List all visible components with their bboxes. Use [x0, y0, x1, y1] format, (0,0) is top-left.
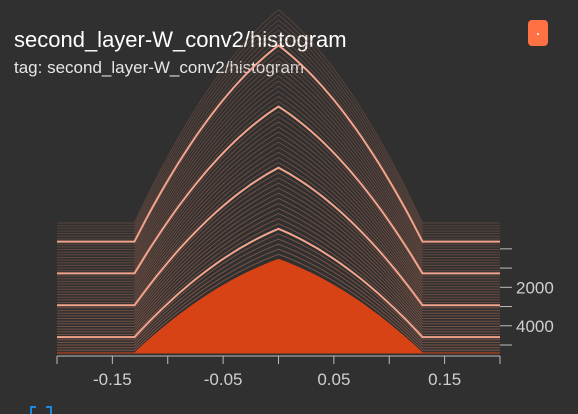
- histogram-slice: [57, 49, 500, 245]
- histogram-slice: [57, 197, 500, 322]
- histogram-slice: [57, 177, 500, 312]
- histogram-slice: [57, 75, 500, 258]
- histogram-slice: [57, 116, 500, 280]
- histogram-slice: [57, 227, 500, 339]
- histogram-slice: [57, 95, 500, 269]
- histogram-slice: [57, 192, 500, 319]
- histogram-slice: [57, 54, 500, 248]
- histogram-slice: [57, 39, 500, 240]
- histogram-slice: [57, 243, 500, 346]
- histogram-slice: [57, 19, 500, 229]
- histogram-slice: [57, 238, 500, 343]
- x-tick-label: 0.05: [317, 370, 350, 389]
- tag-label: tag: second_layer-W_conv2/histogram: [14, 58, 305, 77]
- histogram-slice: [57, 162, 500, 304]
- dot-icon: [537, 33, 539, 35]
- histogram-slice: [57, 100, 500, 272]
- histogram-front-slice: [57, 258, 500, 354]
- histogram-slice: [57, 218, 500, 333]
- histogram-slice: [57, 24, 500, 232]
- histogram-slice: [57, 29, 500, 235]
- card-title: second_layer-W_conv2/histogram: [14, 27, 347, 52]
- histogram-slice: [57, 65, 500, 253]
- histogram-slice: [57, 70, 500, 256]
- histogram-slice: [57, 9, 500, 224]
- histogram-slice: [57, 166, 500, 307]
- histogram-slice: [57, 172, 500, 309]
- histogram-slice: [57, 187, 500, 317]
- y-tick-label: 2000: [516, 278, 554, 297]
- histogram-slice: [57, 136, 500, 290]
- histogram-slice: [57, 60, 500, 250]
- histogram-slice: [57, 121, 500, 282]
- y-tick-label: 4000: [516, 317, 554, 336]
- histogram-slice: [57, 248, 500, 349]
- histogram-slice: [57, 80, 500, 261]
- histogram-slice: [57, 156, 500, 301]
- histogram-slice: [57, 90, 500, 266]
- histogram-slice: [57, 141, 500, 293]
- histogram-slice: [57, 151, 500, 298]
- histogram-slice: [57, 207, 500, 327]
- histogram-slice: [57, 85, 500, 264]
- histogram-slice: [57, 213, 500, 330]
- histogram-slice: [57, 44, 500, 243]
- histogram-layers: [57, 9, 500, 354]
- histogram-slice: [57, 131, 500, 288]
- expand-icon[interactable]: [28, 404, 54, 414]
- histogram-slice: [57, 105, 500, 275]
- x-tick-label: 0.15: [428, 370, 461, 389]
- x-axis: -0.15 -0.05 0.05 0.15: [56, 355, 501, 389]
- histogram-slice: [57, 202, 500, 325]
- run-color-chip[interactable]: [528, 20, 548, 46]
- histogram-slice: [57, 146, 500, 296]
- histogram-slice: [57, 34, 500, 237]
- x-tick-label: -0.05: [204, 370, 243, 389]
- histogram-slice: [57, 223, 500, 335]
- histogram-slice: [57, 111, 500, 277]
- x-tick-label: -0.15: [93, 370, 132, 389]
- histogram-slice: [57, 182, 500, 314]
- histogram-slice: [57, 233, 500, 341]
- y-axis: 2000 4000: [500, 248, 554, 346]
- histogram-slice: [57, 126, 500, 285]
- histogram-slice: [57, 253, 500, 351]
- histogram-slice: [57, 14, 500, 227]
